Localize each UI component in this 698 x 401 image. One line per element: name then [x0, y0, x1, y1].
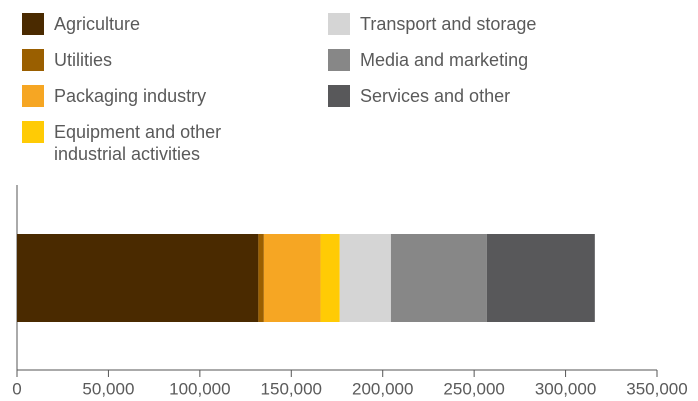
legend-label: Packaging industry — [54, 86, 207, 106]
x-tick-label: 350,000 — [626, 379, 687, 398]
legend-item: Transport and storage — [328, 13, 560, 35]
bar-segment — [339, 234, 391, 322]
x-tick-label: 50,000 — [82, 379, 134, 398]
legend-item: Services and other — [328, 85, 560, 107]
legend-label: Agriculture — [54, 14, 141, 34]
x-tick-label: 200,000 — [352, 379, 413, 398]
bar-segment — [263, 234, 321, 322]
x-tick-label: 250,000 — [443, 379, 504, 398]
legend-swatch — [328, 49, 350, 71]
legend-item: Agriculture — [22, 13, 254, 35]
x-tick-label: 100,000 — [169, 379, 230, 398]
legend-item: Equipment and other industrial activitie… — [22, 121, 254, 165]
legend-item: Packaging industry — [22, 85, 254, 107]
legend-swatch — [22, 49, 44, 71]
bar-segment — [258, 234, 264, 322]
bar-segment — [486, 234, 595, 322]
legend-label: Services and other — [360, 86, 511, 106]
bar-segment — [320, 234, 340, 322]
legend-label: Utilities — [54, 50, 113, 70]
legend-label: Media and marketing — [360, 50, 529, 70]
legend-swatch — [22, 121, 44, 143]
bar-segment — [17, 234, 259, 322]
bar-segment — [390, 234, 487, 322]
x-tick-label: 0 — [12, 379, 21, 398]
legend-item: Utilities — [22, 49, 254, 71]
legend-swatch — [22, 13, 44, 35]
x-tick-label: 150,000 — [261, 379, 322, 398]
legend-label: Transport and storage — [360, 14, 537, 34]
legend-swatch — [328, 13, 350, 35]
legend-item: Media and marketing — [328, 49, 560, 71]
legend: Agriculture Utilities Packaging industry Eq… — [0, 0, 698, 170]
x-tick-label: 300,000 — [535, 379, 596, 398]
legend-swatch — [22, 85, 44, 107]
legend-swatch — [328, 85, 350, 107]
legend-label: Equipment and other industrial activitie… — [54, 122, 222, 164]
